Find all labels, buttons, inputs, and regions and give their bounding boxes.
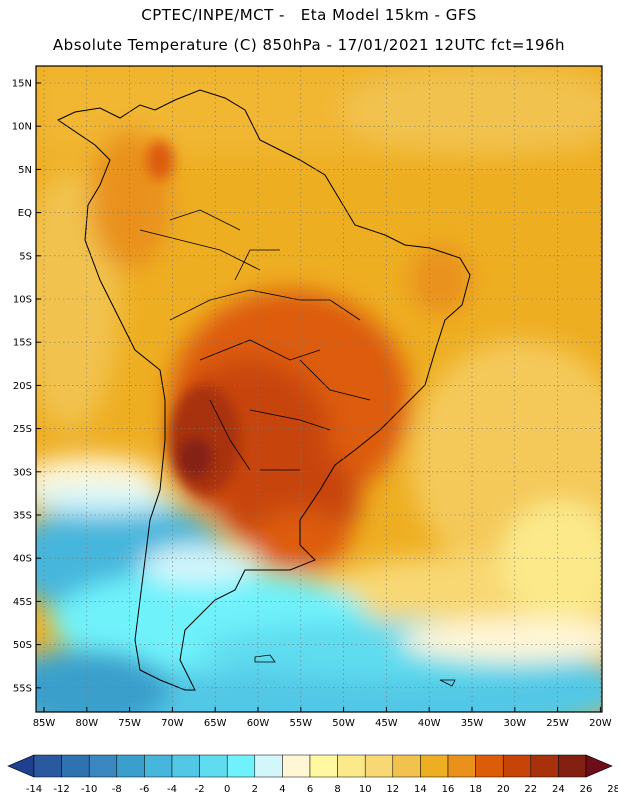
longitude-label: 70W [161, 718, 184, 729]
colorbar-label: -6 [139, 784, 149, 795]
latitude-label: 50S [13, 640, 32, 651]
colorbar-label: 10 [359, 784, 372, 795]
colorbar-label: 14 [414, 784, 427, 795]
longitude-label: 45W [375, 718, 398, 729]
colorbar-label: 0 [224, 784, 230, 795]
longitude-label: 80W [75, 718, 98, 729]
colorbar-label: -2 [195, 784, 205, 795]
title-line-1: CPTEC/INPE/MCT - Eta Model 15km - GFS [141, 6, 477, 24]
latitude-label: 25S [13, 424, 32, 435]
colorbar-segment [61, 754, 90, 778]
longitude-label: 65W [204, 718, 227, 729]
longitude-label: 20W [589, 718, 612, 729]
longitude-label: 55W [289, 718, 312, 729]
colorbar-segment [558, 754, 587, 778]
colorbar-label: 6 [307, 784, 313, 795]
colorbar-segment [364, 754, 394, 778]
colorbar-segment [171, 754, 200, 778]
colorbar-label: 8 [334, 784, 340, 795]
colorbar [7, 754, 613, 778]
latitude-label: 40S [13, 554, 32, 565]
longitude-label: 50W [332, 718, 355, 729]
longitude-label: 85W [33, 718, 56, 729]
colorbar-segment [282, 754, 311, 778]
colorbar-label: 12 [386, 784, 399, 795]
colorbar-segment [337, 754, 366, 778]
longitude-label: 30W [503, 718, 526, 729]
longitude-labels: 85W 80W 75W 70W 65W 60W 55W 50W 45W 40W 35W 30W 25W 2… [33, 707, 612, 729]
colorbar-segment [447, 754, 476, 778]
colorbar-label: -8 [112, 784, 122, 795]
map-frame [35, 65, 603, 713]
colorbar-segment [475, 754, 504, 778]
colorbar-segment [33, 754, 62, 778]
colorbar-label: -14 [26, 784, 42, 795]
colorbar-segment [502, 754, 532, 778]
colorbar-segment [530, 754, 559, 778]
colorbar-segment [199, 754, 228, 778]
latitude-label: 10S [13, 295, 32, 306]
colorbar-segment [420, 754, 449, 778]
latitude-label: 15N [12, 79, 32, 90]
latitude-label: 45S [13, 597, 32, 608]
colorbar-min-arrow [7, 754, 35, 778]
colorbar-segment [254, 754, 283, 778]
latitude-label: 5S [19, 251, 32, 262]
colorbar-label: 28 [607, 784, 618, 795]
coastline [56, 89, 471, 691]
latitude-label: 15S [13, 338, 32, 349]
latitude-labels: 15N 10N 5N EQ 5S 10S 15S 20S 25S 30S 35S 40S 45S 50S 5… [12, 79, 41, 694]
colorbar-label: 16 [442, 784, 455, 795]
colorbar-segment [309, 754, 338, 778]
latitude-label: 30S [13, 467, 32, 478]
longitude-label: 25W [546, 718, 569, 729]
latitude-label: 5N [18, 165, 32, 176]
longitude-label: 35W [461, 718, 484, 729]
colorbar-segment [116, 754, 145, 778]
latitude-label: EQ [18, 208, 32, 219]
longitude-label: 75W [118, 718, 141, 729]
colorbar-label: 22 [524, 784, 537, 795]
latitude-label: 20S [13, 381, 32, 392]
colorbar-max-arrow [585, 754, 613, 778]
colorbar-label: 26 [580, 784, 593, 795]
colorbar-label: 4 [279, 784, 285, 795]
colorbar-label: 20 [497, 784, 510, 795]
colorbar-segment [88, 754, 118, 778]
colorbar-label: -12 [53, 784, 69, 795]
colorbar-label: -4 [167, 784, 177, 795]
colorbar-label: 24 [552, 784, 565, 795]
colorbar-label: -10 [81, 784, 97, 795]
latitude-label: 35S [13, 511, 32, 522]
latitude-label: 55S [13, 683, 32, 694]
title-line-2: Absolute Temperature (C) 850hPa - 17/01/… [52, 36, 566, 54]
colorbar-segment [226, 754, 256, 778]
latitude-label: 10N [12, 122, 32, 133]
colorbar-segment [392, 754, 421, 778]
colorbar-segment [144, 754, 173, 778]
longitude-label: 40W [418, 718, 441, 729]
temperature-field [36, 66, 602, 712]
colorbar-label: 2 [252, 784, 258, 795]
longitude-label: 60W [247, 718, 270, 729]
colorbar-label: 18 [469, 784, 482, 795]
colorbar-labels: -14 -12 -10 -8 -6 -4 -2 0 2 4 6 8 10 12 14 16 18 20 22 24 26… [26, 784, 618, 795]
